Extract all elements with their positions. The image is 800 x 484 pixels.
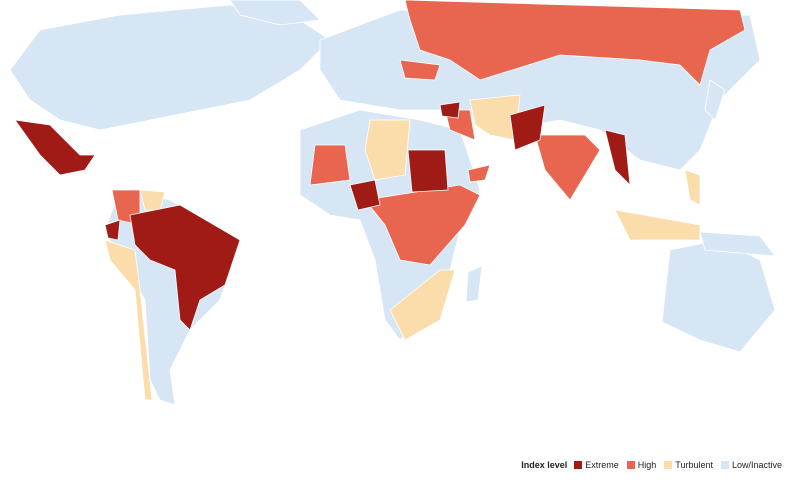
region: [104, 219, 121, 241]
region: [604, 129, 631, 187]
region: [364, 119, 411, 181]
region: [467, 164, 491, 183]
region: [389, 269, 456, 341]
region: [309, 144, 351, 186]
legend-swatch: [574, 461, 583, 469]
region: [399, 59, 441, 81]
region: [465, 265, 483, 303]
region: [104, 239, 153, 401]
legend-item: Extreme: [574, 460, 619, 470]
region: [364, 184, 481, 266]
region: [704, 79, 726, 121]
region: [407, 149, 449, 193]
legend-label: High: [637, 460, 657, 470]
region: [129, 204, 241, 331]
extreme-regions: [14, 101, 631, 331]
region: [404, 0, 746, 86]
legend-item: Low/Inactive: [720, 460, 782, 470]
region: [699, 231, 776, 257]
region: [661, 239, 776, 353]
legend-label: Low/Inactive: [731, 460, 782, 470]
legend-item: Turbulent: [664, 460, 713, 470]
region: [439, 101, 461, 119]
region: [349, 179, 381, 211]
region: [14, 119, 96, 176]
legend-title: Index level: [521, 460, 568, 470]
legend-item: High: [626, 460, 657, 470]
legend: Index level Extreme High Turbulent Low/Inac…: [521, 460, 786, 470]
region: [509, 104, 546, 151]
region: [469, 94, 521, 141]
region: [534, 134, 601, 201]
legend-label: Turbulent: [675, 460, 713, 470]
legend-swatch: [626, 461, 635, 469]
region: [614, 209, 701, 241]
legend-label: Extreme: [585, 460, 619, 470]
region: [229, 0, 321, 26]
legend-swatch: [664, 461, 673, 469]
legend-swatch: [720, 461, 729, 469]
region: [9, 4, 331, 131]
turbulent-regions: [104, 94, 701, 401]
region: [684, 169, 701, 206]
